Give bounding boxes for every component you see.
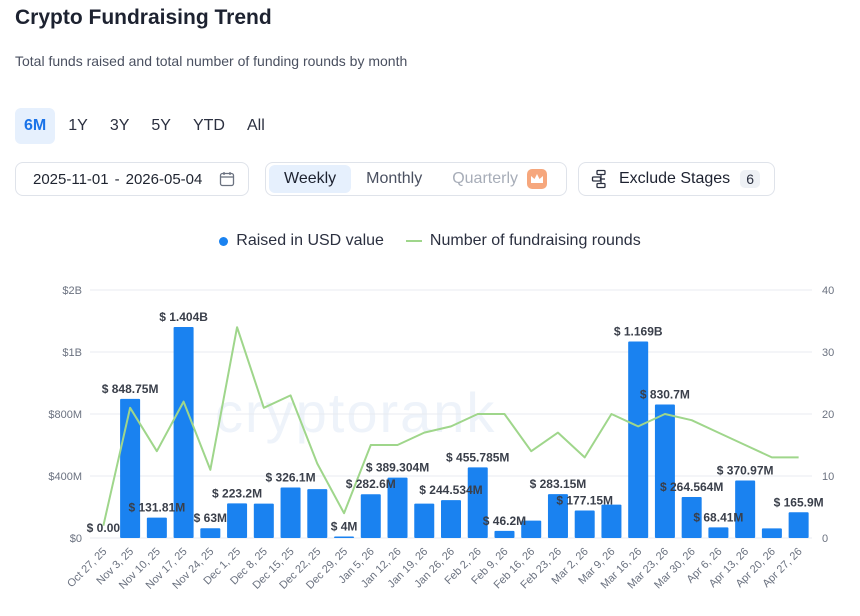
data-label: $ 63M — [194, 511, 227, 525]
chart-legend: Raised in USD value Number of fundraisin… — [0, 232, 860, 250]
y-tick-label-left: $800M — [48, 409, 82, 421]
range-tab-6m[interactable]: 6M — [15, 108, 56, 144]
bar — [547, 494, 568, 538]
period-weekly[interactable]: Weekly — [269, 165, 352, 193]
calendar-icon — [219, 172, 235, 187]
bar — [280, 487, 301, 538]
data-label: $ 223.2M — [212, 486, 262, 500]
data-label: $ 177.15M — [556, 494, 613, 508]
data-label: $ 1.404B — [159, 310, 208, 324]
y-tick-label-left: $0 — [70, 533, 82, 545]
bar — [681, 496, 702, 538]
chart-grid: $0 0 $400M 10 $800M 20 $1B 30 $2B 40 — [48, 285, 834, 545]
premium-crown-icon — [527, 169, 547, 189]
bar — [788, 512, 809, 538]
bar — [574, 510, 595, 538]
bar — [761, 528, 782, 538]
y-tick-label-left: $1B — [62, 347, 82, 359]
page-subtitle: Total funds raised and total number of f… — [15, 53, 408, 69]
exclude-stages-count: 6 — [740, 170, 760, 188]
data-label: $ 326.1M — [266, 470, 316, 484]
period-toggle: Weekly Monthly Quarterly — [265, 162, 567, 196]
data-label: $ 1.169B — [614, 325, 663, 339]
watermark: cryptorank — [215, 381, 496, 444]
data-label: $ 848.75M — [102, 382, 159, 396]
data-label: $ 165.9M — [774, 495, 824, 509]
bar — [227, 503, 248, 538]
bar — [735, 480, 756, 538]
exclude-stages-label: Exclude Stages — [619, 170, 731, 187]
y-tick-label-right: 0 — [822, 533, 828, 545]
range-tab-ytd[interactable]: YTD — [192, 117, 225, 134]
data-label: $ 264.564M — [660, 480, 723, 494]
range-tab-3y[interactable]: 3Y — [109, 117, 130, 134]
fundraising-chart: cryptorank $0 0 $400M 10 $800M 20 $1B 30 $2B 40 $… — [48, 285, 834, 592]
data-label: $ 131.81M — [128, 501, 185, 515]
range-tab-1y[interactable]: 1Y — [68, 117, 88, 134]
legend-item-rounds[interactable]: Number of fundraising rounds — [405, 232, 641, 250]
data-label: $ 244.534M — [419, 483, 482, 497]
period-monthly[interactable]: Monthly — [366, 170, 423, 187]
data-label: $ 68.41M — [693, 510, 743, 524]
page-title: Crypto Fundraising Trend — [15, 6, 272, 29]
data-label: $ 4M — [331, 520, 358, 534]
data-label: $ 370.97M — [717, 463, 774, 477]
bar — [307, 489, 328, 538]
y-tick-label-right: 40 — [822, 285, 834, 297]
bar — [200, 528, 221, 538]
bar — [467, 467, 488, 538]
bar — [414, 503, 435, 538]
y-tick-label-left: $2B — [62, 285, 82, 297]
range-tabs: 6M 1Y 3Y 5Y YTD All — [15, 108, 274, 144]
data-label: $ 830.7M — [640, 387, 690, 401]
chart-data-labels: $ 0.00 $ 848.75M $ 131.81M $ 1.404B $ 63M $ 2… — [87, 310, 824, 535]
data-label: $ 455.785M — [446, 450, 509, 464]
bar — [441, 500, 461, 538]
data-label: $ 46.2M — [483, 514, 526, 528]
rounds-line — [102, 326, 799, 526]
bar — [387, 477, 408, 538]
y-tick-label-right: 20 — [822, 409, 834, 421]
date-end: 2026-05-04 — [125, 170, 203, 188]
period-quarterly[interactable]: Quarterly — [452, 170, 518, 187]
bar — [173, 326, 194, 538]
y-tick-label-right: 30 — [822, 347, 834, 359]
legend-item-raised[interactable]: Raised in USD value — [219, 232, 384, 250]
data-label: $ 282.6M — [346, 477, 396, 491]
bar — [494, 530, 515, 538]
bar — [708, 527, 729, 538]
range-tab-5y[interactable]: 5Y — [151, 117, 171, 134]
legend-line-icon — [405, 240, 422, 242]
date-start: 2025-11-01 — [33, 170, 109, 188]
bar — [253, 503, 274, 538]
stages-filter-icon — [591, 169, 606, 189]
date-range-picker[interactable]: 2025-11-01 - 2026-05-04 — [15, 162, 249, 196]
legend-label-rounds: Number of fundraising rounds — [429, 232, 641, 249]
legend-dot-icon — [219, 236, 229, 246]
range-tab-all[interactable]: All — [246, 117, 265, 134]
chart-line — [102, 326, 799, 526]
y-tick-label-left: $400M — [48, 471, 82, 483]
y-tick-label-right: 10 — [822, 471, 834, 483]
data-label: $ 283.15M — [530, 477, 587, 491]
data-label: $ 0.00 — [87, 521, 121, 535]
bar — [146, 517, 167, 538]
bar — [654, 404, 675, 538]
data-label: $ 389.304M — [366, 461, 429, 475]
date-separator: - — [114, 170, 120, 188]
bar — [521, 520, 542, 538]
bar — [628, 341, 649, 538]
bar — [334, 536, 355, 538]
legend-label-raised: Raised in USD value — [236, 232, 384, 249]
bar — [360, 494, 381, 538]
bar — [601, 504, 622, 538]
exclude-stages-button[interactable]: Exclude Stages 6 — [578, 162, 775, 196]
